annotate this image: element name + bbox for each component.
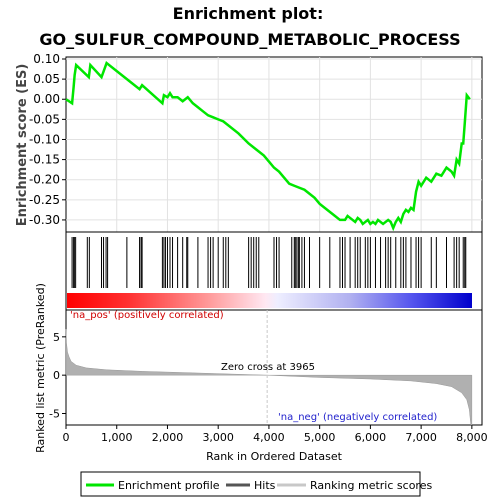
es-y-tick-label: -0.30	[29, 213, 60, 227]
rank-x-tick-label: 1,000	[101, 431, 133, 444]
es-y-tick-label: -0.05	[29, 112, 60, 126]
rank-x-tick-label: 8,000	[456, 431, 488, 444]
rank-y-tick-label: 5	[53, 331, 60, 344]
legend-label-hits: Hits	[254, 479, 276, 492]
legend-label-ranking: Ranking metric scores	[310, 479, 432, 492]
rank-x-tick-label: 5,000	[304, 431, 336, 444]
es-y-axis-label: Enrichment score (ES)	[15, 64, 30, 227]
enrichment-profile-line	[65, 60, 471, 232]
es-y-tick-label: 0.05	[33, 72, 60, 86]
es-y-ticks: 0.10 0.05 0.00 -0.05 -0.10 -0.15 -0.20 -0.25 -0.…	[29, 52, 66, 227]
rank-x-ticks: 0 1,000 2,000 3,000 4,000 5,000 6,000 7,000 8,00…	[63, 425, 488, 444]
positive-correlation-label: 'na_pos' (positively correlated)	[70, 310, 224, 321]
zero-cross-label: Zero cross at 3965	[221, 362, 315, 373]
rank-y-tick-label: 0	[53, 369, 60, 382]
rank-x-tick-label: 3,000	[202, 431, 234, 444]
chart-title-line1: Enrichment plot:	[173, 4, 324, 23]
negative-correlation-label: 'na_neg' (negatively correlated)	[278, 412, 437, 423]
hit-marks	[71, 237, 467, 288]
es-y-tick-label: -0.10	[29, 132, 60, 146]
rank-x-axis-label: Rank in Ordered Dataset	[206, 450, 343, 463]
es-y-tick-label: -0.20	[29, 173, 60, 187]
rank-x-tick-label: 4,000	[253, 431, 285, 444]
rank-y-ticks: 5 0 -5	[49, 331, 66, 421]
hits-panel	[65, 231, 483, 311]
rank-x-tick-label: 2,000	[152, 431, 184, 444]
legend-label-enrichment: Enrichment profile	[118, 479, 220, 492]
es-y-tick-label: 0.10	[33, 52, 60, 66]
rank-y-axis-label: Ranked list metric (PreRanked)	[34, 283, 47, 453]
ranking-color-bar	[67, 293, 472, 308]
legend: Enrichment profile Hits Ranking metric s…	[80, 471, 432, 497]
chart-title-line2: GO_SULFUR_COMPOUND_METABOLIC_PROCESS	[39, 30, 460, 49]
rank-y-tick-label: -5	[49, 408, 60, 421]
es-y-tick-label: 0.00	[33, 92, 60, 106]
es-panel-frame	[65, 56, 483, 233]
rank-x-tick-label: 6,000	[355, 431, 387, 444]
legend-frame	[80, 471, 421, 497]
rank-panel: 50-5 0 1,000 2,000 3,000 4,000 5,000 6,000 7,00…	[34, 283, 488, 463]
rank-x-tick-label: 7,000	[405, 431, 437, 444]
es-y-tick-label: -0.15	[29, 153, 60, 167]
es-y-tick-label: -0.25	[29, 193, 60, 207]
rank-panel-frame	[65, 309, 483, 426]
ranking-metric-area	[65, 329, 473, 426]
es-panel: 0.10 0.05 0.00 -0.05 -0.10 -0.15 -0.20 -0.25 -0.…	[15, 52, 483, 233]
rank-x-tick-label: 0	[63, 431, 70, 444]
